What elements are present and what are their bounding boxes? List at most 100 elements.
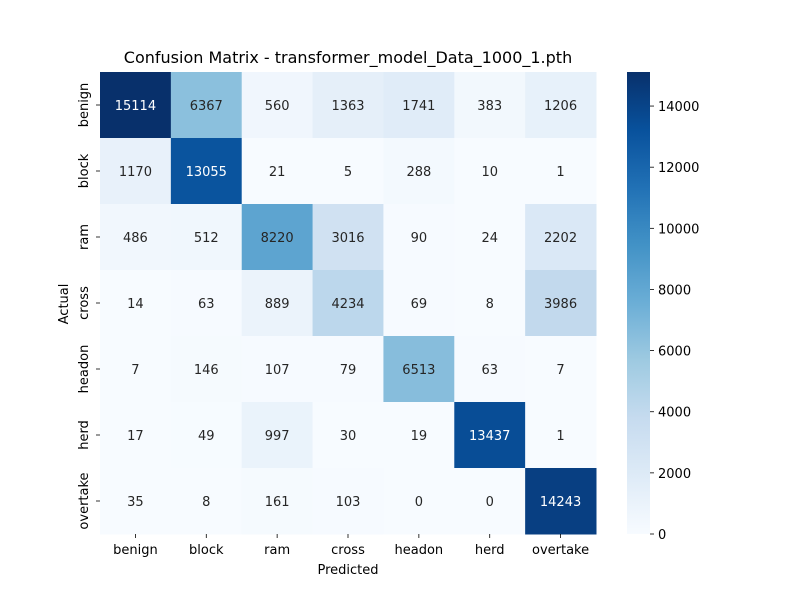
cell-value-label: 21 [269,165,286,180]
cell-value-label: 889 [265,297,290,312]
heatmap-cell [241,204,314,271]
colorbar-tick-label: 14000 [658,100,699,115]
cell-value-label: 8 [202,495,210,510]
colorbar-tick-label: 4000 [658,406,691,421]
heatmap-cell [525,468,597,535]
cell-value-label: 1363 [331,99,364,114]
x-tick-label: herd [475,543,505,558]
cell-value-label: 6513 [402,363,435,378]
cell-value-label: 10 [481,165,498,180]
heatmap-cell [454,204,526,271]
cell-value-label: 63 [481,363,498,378]
heatmap-cell [312,402,384,469]
colorbar-tick-label: 6000 [658,345,691,360]
x-tick-label: block [189,543,224,558]
cell-value-label: 7 [131,363,139,378]
cell-value-label: 63 [198,297,215,312]
heatmap-cell [383,204,455,271]
heatmap-cell [312,336,384,403]
y-axis-label: Actual [57,284,72,325]
heatmap-cell [383,270,455,337]
heatmap-cell [525,402,597,469]
heatmap-cell [241,72,314,139]
x-tick-label: ram [264,543,290,558]
x-tick-label: benign [113,543,158,558]
colorbar: 0 2000 4000 6000 8000 10000 12000 14000 [627,72,699,543]
cell-value-label: 161 [265,495,290,510]
heatmap-cell [312,204,384,271]
x-tick-label: headon [395,543,444,558]
y-axis: benign block ram cross headon herd overtake [77,83,100,530]
heatmap-cell [454,336,526,403]
heatmap-cell [525,72,597,139]
cell-value-label: 997 [265,429,290,444]
heatmap-cell [454,468,526,535]
x-tick-label: cross [331,543,365,558]
y-tick-label: cross [77,286,92,320]
y-tick-label: ram [77,224,92,250]
heatmap-cell [454,72,526,139]
cell-value-label: 8220 [261,231,294,246]
heatmap-cell [170,270,243,337]
heatmap-cell [241,270,314,337]
cell-value-label: 2202 [544,231,577,246]
heatmap-cell [100,72,172,139]
heatmap-cell [312,138,384,205]
heatmap-cell [241,402,314,469]
cell-value-label: 3986 [544,297,577,312]
cell-value-label: 19 [411,429,428,444]
x-axis: benign block ram cross headon herd overtake [113,534,589,558]
heatmap-cell [383,468,455,535]
cell-value-label: 49 [198,429,215,444]
chart-title: Confusion Matrix - transformer_model_Dat… [124,48,572,68]
cell-value-label: 5 [344,165,352,180]
heatmap-cell [454,402,526,469]
heatmap-cell [312,270,384,337]
cell-value-label: 288 [406,165,431,180]
heatmap-cell [170,336,243,403]
cell-value-label: 7 [556,363,564,378]
heatmap-cell [454,270,526,337]
cell-value-label: 35 [127,495,144,510]
cell-value-label: 3016 [331,231,364,246]
colorbar-tick-label: 2000 [658,467,691,482]
colorbar-tick-label: 8000 [658,283,691,298]
cell-value-label: 107 [265,363,290,378]
cell-value-label: 4234 [331,297,364,312]
cell-value-label: 1170 [119,165,152,180]
colorbar-tick-label: 12000 [658,161,699,176]
cell-value-label: 1206 [544,99,577,114]
heatmap-cell [383,138,455,205]
cell-value-label: 560 [265,99,290,114]
cell-value-label: 90 [411,231,428,246]
y-tick-label: herd [77,420,92,450]
heatmap-cell [454,138,526,205]
y-tick-label: benign [77,83,92,128]
cell-value-label: 512 [194,231,219,246]
heatmap-cell [241,468,314,535]
heatmap-cell [525,270,597,337]
colorbar-gradient [627,72,650,534]
cell-value-label: 14 [127,297,144,312]
cell-value-label: 1 [556,165,564,180]
heatmap-cell [241,336,314,403]
cell-value-label: 6367 [190,99,223,114]
cell-value-label: 383 [477,99,502,114]
cell-value-label: 1 [556,429,564,444]
x-axis-label: Predicted [317,563,378,578]
heatmap-cell [312,72,384,139]
cell-value-label: 0 [486,495,494,510]
cell-value-label: 24 [481,231,498,246]
x-tick-label: overtake [532,543,589,558]
cell-value-label: 14243 [540,495,581,510]
y-tick-label: overtake [77,472,92,529]
heatmap-cell [170,204,243,271]
heatmap-cell [383,402,455,469]
heatmap-cell [100,468,172,535]
heatmap-cell [100,336,172,403]
cell-value-label: 103 [336,495,361,510]
heatmap-cell [525,204,597,271]
y-tick-label: headon [77,345,92,394]
